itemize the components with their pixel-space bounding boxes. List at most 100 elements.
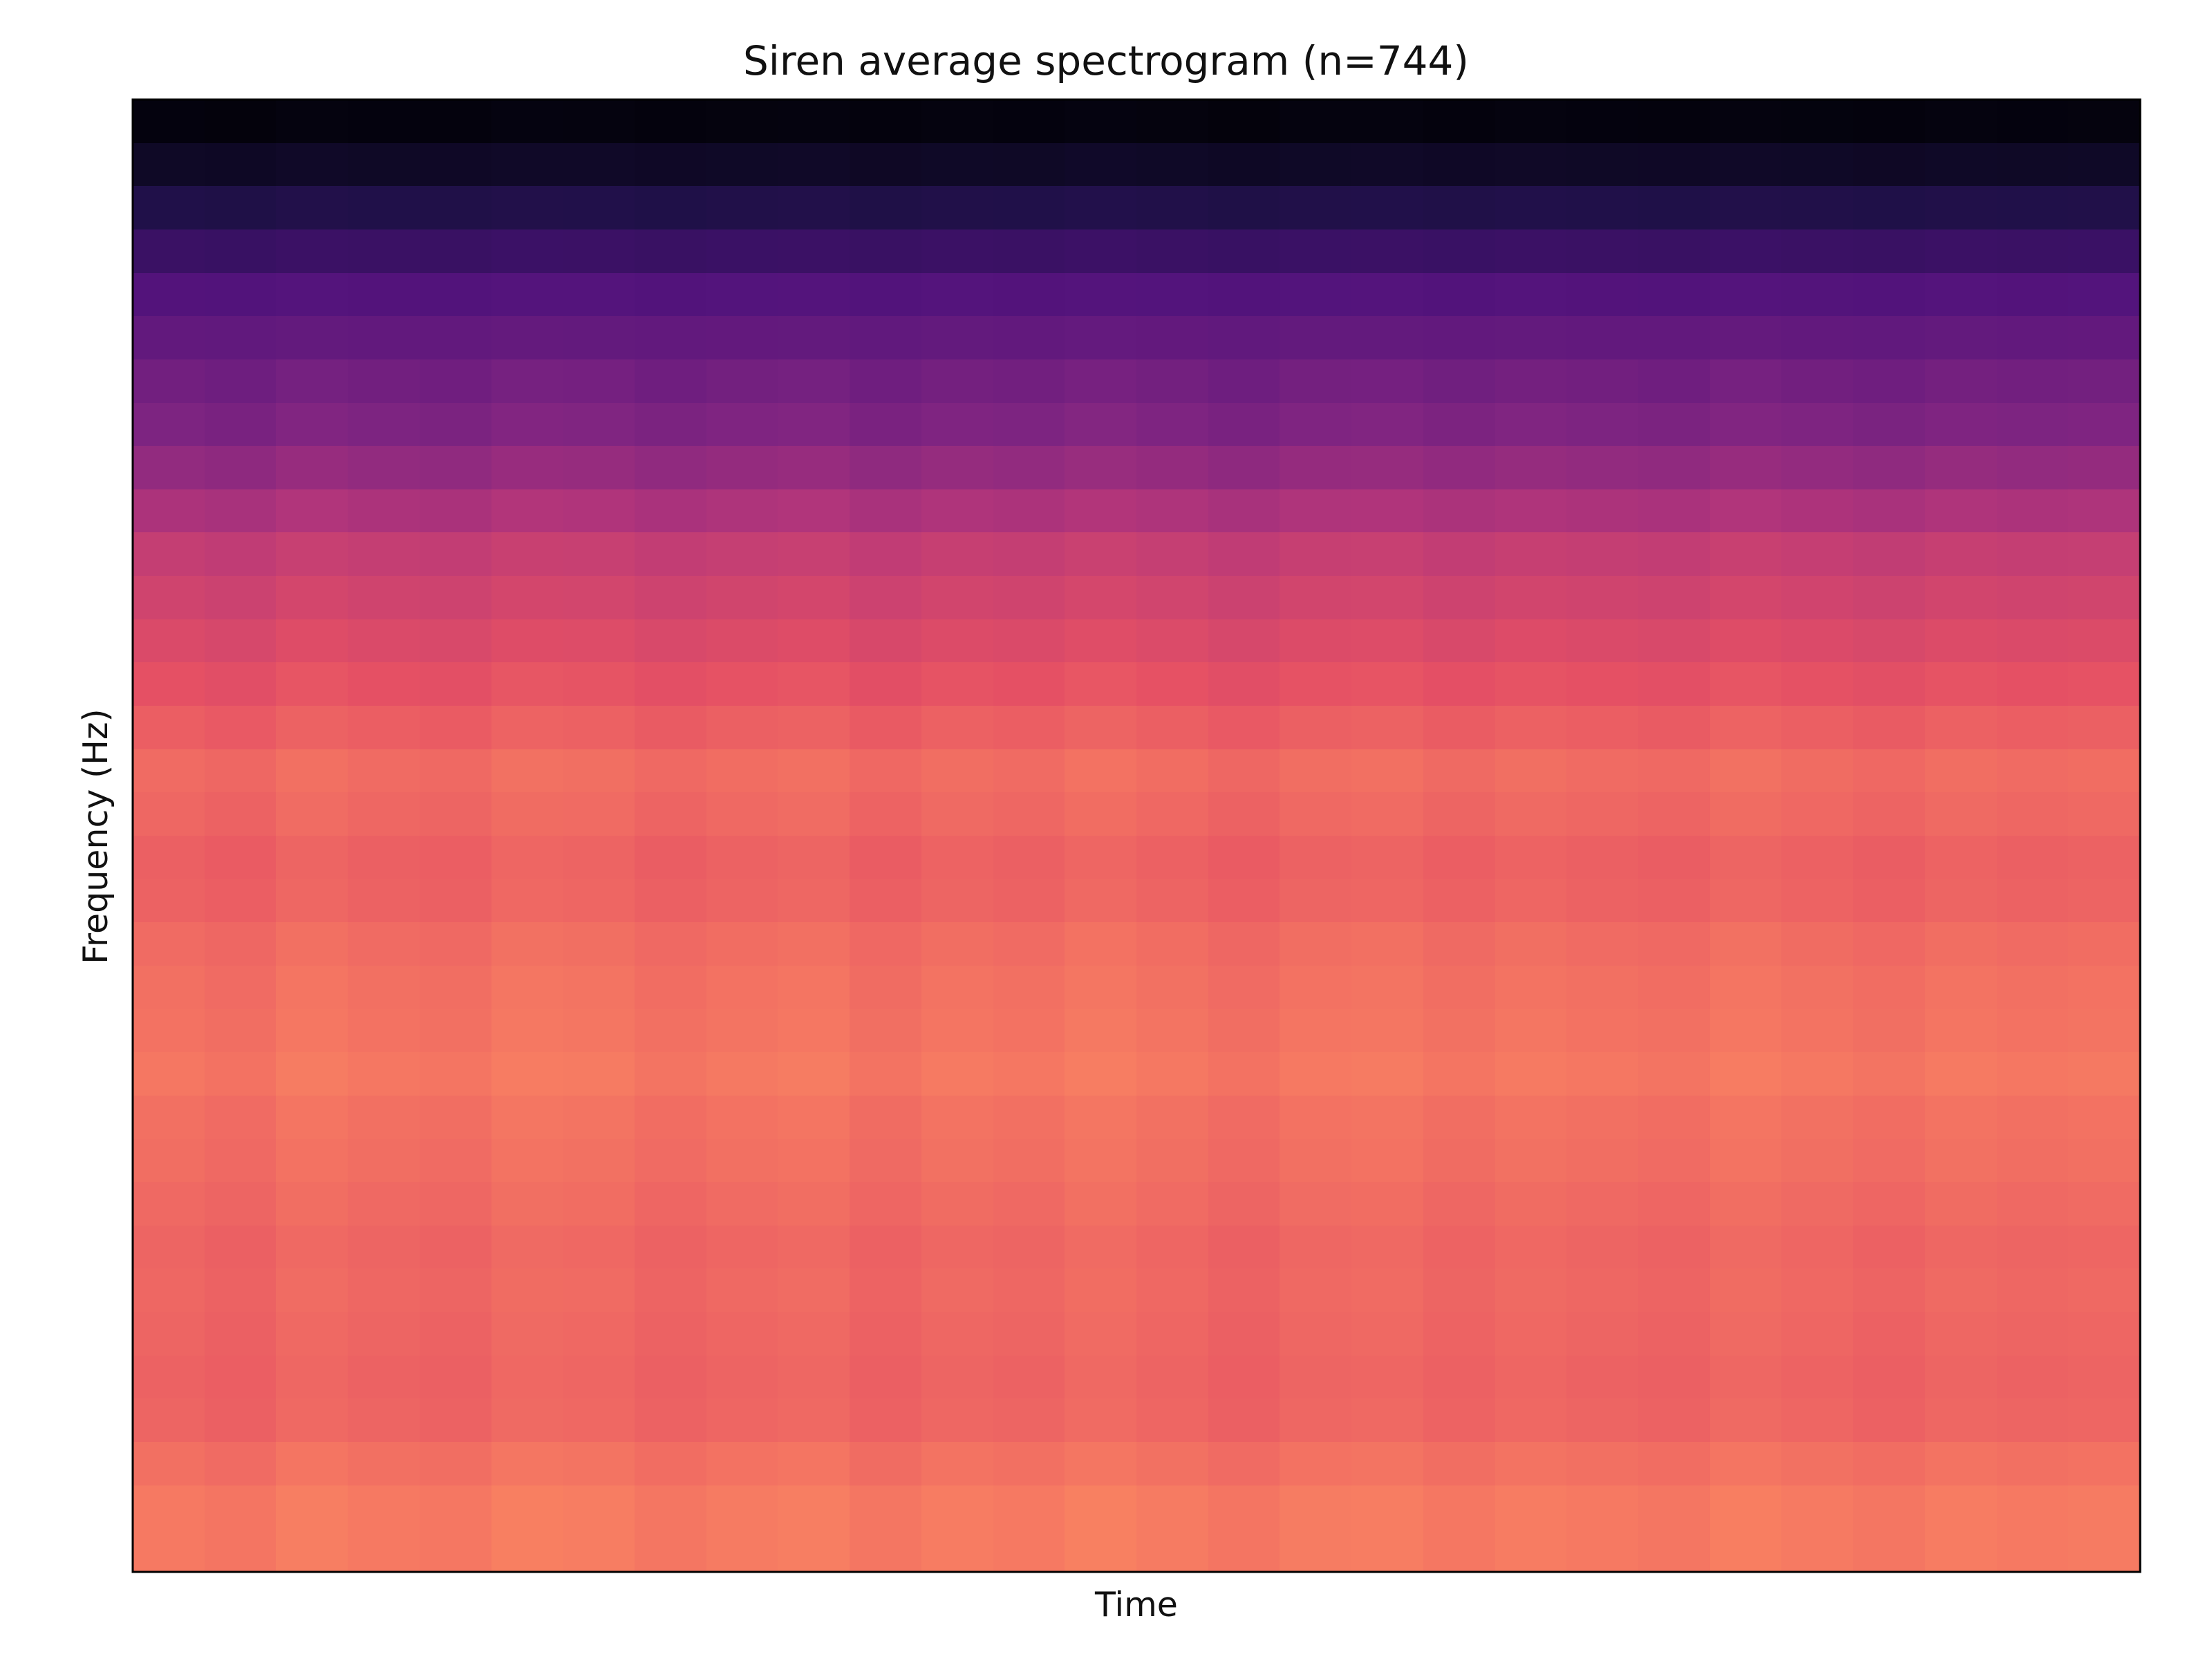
heatmap-cell bbox=[850, 403, 922, 447]
heatmap-cell bbox=[563, 576, 635, 620]
heatmap-cell bbox=[1280, 532, 1352, 577]
heatmap-cell bbox=[1925, 879, 1998, 923]
heatmap-cell bbox=[850, 1356, 922, 1399]
heatmap-cell bbox=[491, 403, 563, 447]
heatmap-cell bbox=[1638, 186, 1711, 230]
heatmap-cell bbox=[276, 1442, 348, 1486]
heatmap-cell bbox=[1423, 1052, 1496, 1096]
heatmap-cell bbox=[2068, 186, 2141, 230]
heatmap-cell bbox=[348, 836, 420, 880]
heatmap-cell bbox=[921, 403, 994, 447]
heatmap-cell bbox=[1997, 446, 2069, 490]
heatmap-cell bbox=[706, 100, 778, 144]
heatmap-cell bbox=[491, 1009, 563, 1053]
heatmap-cell bbox=[1208, 792, 1280, 836]
heatmap-cell bbox=[706, 1139, 778, 1183]
heatmap-cell bbox=[1710, 966, 1782, 1010]
heatmap-cell bbox=[1997, 532, 2069, 577]
heatmap-cell bbox=[1065, 229, 1137, 274]
heatmap-cell bbox=[1065, 576, 1137, 620]
heatmap-cell bbox=[1351, 273, 1424, 317]
heatmap-cell bbox=[420, 1009, 492, 1053]
heatmap-cell bbox=[1853, 273, 1926, 317]
heatmap-cell bbox=[1781, 1398, 1854, 1443]
heatmap-cell bbox=[778, 966, 850, 1010]
heatmap-cell bbox=[706, 749, 778, 793]
heatmap-cell bbox=[993, 316, 1065, 360]
heatmap-cell bbox=[1997, 792, 2069, 836]
heatmap-cell bbox=[993, 229, 1065, 274]
heatmap-cell bbox=[1280, 1268, 1352, 1313]
heatmap-cell bbox=[2068, 1139, 2141, 1183]
heatmap-cell bbox=[205, 1398, 276, 1443]
heatmap-cell bbox=[1710, 1182, 1782, 1226]
heatmap-cell bbox=[1566, 446, 1639, 490]
heatmap-cell bbox=[491, 749, 563, 793]
heatmap-cell bbox=[491, 836, 563, 880]
heatmap-cell bbox=[563, 1485, 635, 1529]
heatmap-cell bbox=[276, 100, 348, 144]
heatmap-cell bbox=[1495, 273, 1567, 317]
heatmap-cell bbox=[635, 229, 707, 274]
heatmap-cell bbox=[1710, 1442, 1782, 1486]
heatmap-cell bbox=[1280, 1442, 1352, 1486]
heatmap-cell bbox=[1136, 186, 1209, 230]
heatmap-cell bbox=[205, 273, 276, 317]
heatmap-cell bbox=[706, 706, 778, 750]
heatmap-cell bbox=[1280, 1139, 1352, 1183]
heatmap-cell bbox=[1566, 186, 1639, 230]
heatmap-cell bbox=[1566, 922, 1639, 966]
heatmap-cell bbox=[1423, 706, 1496, 750]
heatmap-cell bbox=[1638, 749, 1711, 793]
heatmap-cell bbox=[1781, 532, 1854, 577]
heatmap-cell bbox=[1495, 143, 1567, 187]
heatmap-cell bbox=[850, 1009, 922, 1053]
heatmap-cell bbox=[635, 1052, 707, 1096]
heatmap-cell bbox=[1495, 316, 1567, 360]
heatmap-cell bbox=[1208, 1139, 1280, 1183]
heatmap-cell bbox=[276, 879, 348, 923]
heatmap-cell bbox=[1351, 446, 1424, 490]
heatmap-cell bbox=[1280, 1528, 1352, 1573]
heatmap-cell bbox=[1351, 1268, 1424, 1313]
heatmap-cell bbox=[921, 662, 994, 706]
heatmap-cell bbox=[635, 186, 707, 230]
heatmap-cell bbox=[993, 489, 1065, 533]
heatmap-cell bbox=[1566, 792, 1639, 836]
heatmap-cell bbox=[921, 1052, 994, 1096]
heatmap-cell bbox=[276, 1398, 348, 1443]
heatmap-cell bbox=[420, 532, 492, 577]
heatmap-cell bbox=[1638, 706, 1711, 750]
heatmap-cell bbox=[491, 1528, 563, 1573]
heatmap-cell bbox=[635, 532, 707, 577]
heatmap-cell bbox=[420, 922, 492, 966]
heatmap-cell bbox=[1997, 706, 2069, 750]
heatmap-cell bbox=[348, 706, 420, 750]
y-axis-label: Frequency (Hz) bbox=[76, 709, 115, 964]
heatmap-cell bbox=[1853, 966, 1926, 1010]
heatmap-cell bbox=[491, 359, 563, 404]
heatmap-cell bbox=[706, 966, 778, 1010]
heatmap-cell bbox=[1997, 1226, 2069, 1269]
heatmap-cell bbox=[1351, 922, 1424, 966]
heatmap-cell bbox=[1853, 576, 1926, 620]
heatmap-cell bbox=[1208, 532, 1280, 577]
heatmap-cell bbox=[1997, 1052, 2069, 1096]
heatmap-cell bbox=[850, 922, 922, 966]
heatmap-cell bbox=[1997, 1096, 2069, 1140]
heatmap-cell bbox=[491, 922, 563, 966]
heatmap-cell bbox=[1853, 1398, 1926, 1443]
heatmap-cell bbox=[1495, 749, 1567, 793]
heatmap-cell bbox=[993, 1182, 1065, 1226]
heatmap-cell bbox=[1925, 1226, 1998, 1269]
heatmap-cell bbox=[133, 1312, 205, 1356]
heatmap-cell bbox=[706, 1398, 778, 1443]
heatmap-cell bbox=[778, 532, 850, 577]
heatmap-cell bbox=[491, 1139, 563, 1183]
heatmap-cell bbox=[1280, 489, 1352, 533]
heatmap-cell bbox=[1280, 229, 1352, 274]
heatmap-cell bbox=[1065, 749, 1137, 793]
heatmap-cell bbox=[276, 836, 348, 880]
heatmap-cell bbox=[491, 792, 563, 836]
heatmap-cell bbox=[491, 273, 563, 317]
